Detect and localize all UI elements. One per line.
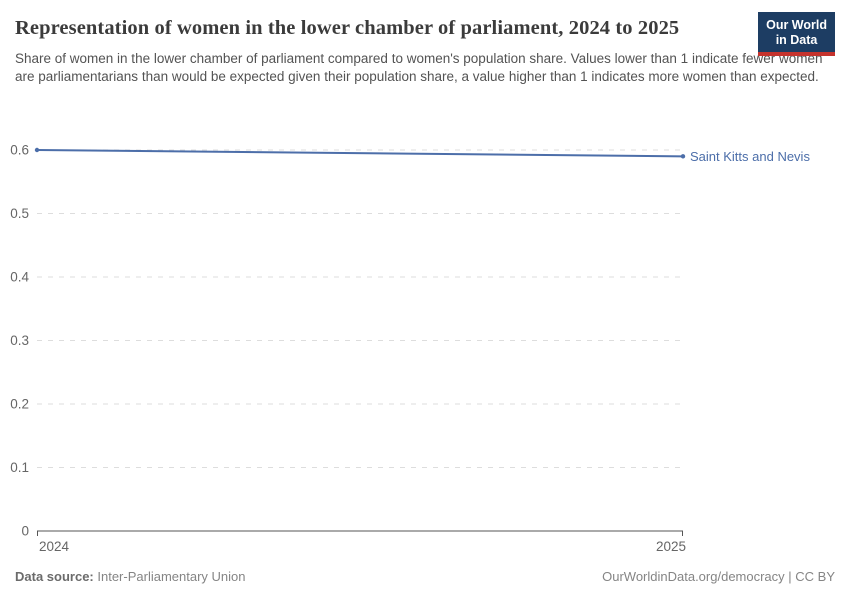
y-tick-label: 0 xyxy=(21,524,29,539)
plot-svg: 0 0.1 0.2 0.3 0.4 0.5 0.6 2024 2025 Saint Kitts a… xyxy=(10,143,810,555)
y-tick-label: 0.2 xyxy=(10,397,29,412)
x-tick-label-end: 2025 xyxy=(656,539,686,554)
line-chart: 0 0.1 0.2 0.3 0.4 0.5 0.6 2024 2025 Saint Kitts a… xyxy=(0,135,850,565)
chart-subtitle: Share of women in the lower chamber of p… xyxy=(15,51,823,84)
chart-title: Representation of women in the lower cha… xyxy=(15,17,680,39)
y-tick-label: 0.1 xyxy=(10,460,29,475)
chart-header: Representation of women in the lower cha… xyxy=(15,0,835,86)
credit-link[interactable]: OurWorldinData.org/democracy | CC BY xyxy=(602,569,835,584)
chart-footer: Data source: Inter-Parliamentary Union O… xyxy=(15,569,835,585)
series-point-start[interactable] xyxy=(34,147,40,153)
series-label[interactable]: Saint Kitts and Nevis xyxy=(690,149,810,164)
owid-logo[interactable]: Our World in Data xyxy=(758,12,835,56)
y-tick-label: 0.6 xyxy=(10,143,29,158)
owid-logo-line2: in Data xyxy=(775,32,818,47)
series-line[interactable] xyxy=(36,149,684,158)
data-source-label: Data source: xyxy=(15,569,94,584)
x-tick-label-start: 2024 xyxy=(39,539,70,554)
y-tick-label: 0.4 xyxy=(10,270,29,285)
series-point-end[interactable] xyxy=(680,154,686,159)
owid-logo-line1: Our World xyxy=(766,18,827,32)
y-tick-label: 0.3 xyxy=(10,333,29,348)
y-tick-label: 0.5 xyxy=(10,206,29,221)
data-source: Data source: Inter-Parliamentary Union xyxy=(15,569,246,585)
data-source-value: Inter-Parliamentary Union xyxy=(97,569,246,584)
